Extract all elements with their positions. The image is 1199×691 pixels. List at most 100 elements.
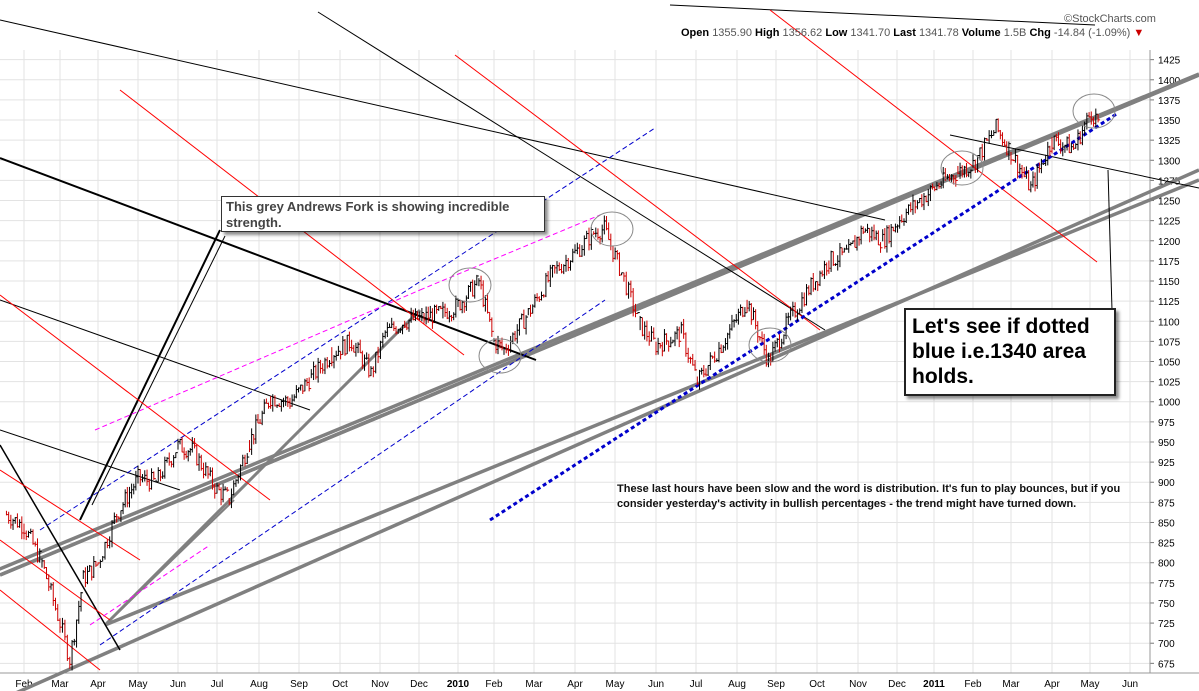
y-tick-label: 1375 (1158, 96, 1181, 107)
x-tick-label: Dec (410, 679, 428, 690)
highlight-circle (590, 211, 634, 247)
x-tick-label: Feb (485, 679, 503, 690)
low-value: 1341.70 (850, 27, 891, 39)
last-label: Last (893, 27, 916, 39)
x-tick-label: Aug (728, 679, 746, 690)
distribution-note: These last hours have been slow and the … (617, 483, 1121, 510)
x-tick-label: Jun (170, 679, 186, 690)
low-label: Low (825, 27, 848, 39)
y-tick-label: 850 (1158, 518, 1175, 529)
y-tick-label: 1000 (1158, 398, 1181, 409)
x-tick-label: Jun (648, 679, 664, 690)
grey-fork-lower-line (104, 178, 1199, 627)
x-tick-label: 2011 (923, 679, 945, 690)
red-parallel-line (0, 294, 271, 501)
open-value: 1355.90 (712, 27, 752, 39)
black-trendline (0, 429, 181, 491)
y-tick-label: 875 (1158, 498, 1175, 509)
red-parallel-line (454, 54, 821, 331)
y-tick-label: 1175 (1158, 257, 1180, 268)
y-tick-label: 750 (1158, 599, 1175, 610)
y-tick-label: 675 (1158, 659, 1175, 670)
callout-pointer (79, 229, 221, 521)
x-tick-label: Jul (690, 679, 703, 690)
y-tick-label: 1350 (1158, 116, 1181, 127)
x-tick-label: Oct (332, 679, 348, 690)
x-tick-label: Sep (767, 679, 785, 690)
red-parallel-line (0, 589, 101, 671)
highlight-circle (1072, 93, 1116, 129)
grey-fork-handle-line (104, 499, 235, 626)
blue-dashed-channel (39, 127, 656, 531)
black-trendline (949, 134, 1199, 189)
y-tick-label: 1200 (1158, 237, 1181, 248)
high-label: High (755, 27, 780, 39)
y-tick-label: 1250 (1158, 197, 1181, 208)
x-tick-label: Mar (1002, 679, 1020, 690)
grey-fork-upper-line (0, 72, 1199, 571)
volume-value: 1.5B (1003, 27, 1027, 39)
x-tick-label: Mar (525, 679, 543, 690)
magenta-dashed-line (89, 544, 211, 626)
x-tick-label: Apr (1044, 679, 1060, 690)
highlight-circle (748, 327, 792, 363)
x-tick-label: Jun (1122, 679, 1138, 690)
y-tick-label: 1050 (1158, 358, 1181, 369)
y-tick-label: 1075 (1158, 337, 1181, 348)
x-tick-label: Oct (809, 679, 825, 690)
red-parallel-line (0, 539, 111, 621)
y-tick-label: 1325 (1158, 136, 1181, 147)
x-tick-label: Apr (90, 679, 106, 690)
x-tick-label: Mar (51, 679, 69, 690)
x-tick-label: May (1081, 679, 1100, 690)
highlight-circle (478, 338, 522, 374)
highlight-circle (940, 150, 984, 186)
black-trendline (0, 444, 121, 651)
x-tick-label: Aug (250, 679, 268, 690)
chg-label: Chg (1029, 27, 1051, 39)
x-tick-label: Jul (211, 679, 224, 690)
x-tick-label: Feb (964, 679, 982, 690)
callout-pointer (1107, 169, 1113, 311)
highlight-circle (448, 267, 492, 303)
y-tick-label: 950 (1158, 438, 1175, 449)
x-tick-label: Sep (290, 679, 308, 690)
red-parallel-line (0, 469, 141, 561)
y-tick-label: 800 (1158, 559, 1175, 570)
open-label: Open (681, 27, 710, 39)
y-tick-label: 1400 (1158, 76, 1181, 87)
y-tick-label: 1225 (1158, 217, 1181, 228)
y-tick-label: 725 (1158, 619, 1175, 630)
y-tick-label: 900 (1158, 478, 1175, 489)
last-value: 1341.78 (918, 27, 959, 39)
y-tick-label: 1150 (1158, 277, 1180, 288)
x-tick-label: Nov (849, 679, 867, 690)
x-tick-label: Nov (371, 679, 389, 690)
callout-pointer (91, 235, 226, 506)
grey-fork-median-line (16, 168, 1199, 691)
x-tick-label: May (129, 679, 148, 690)
x-tick-label: Feb (15, 679, 33, 690)
y-tick-label: 1425 (1158, 56, 1181, 67)
magenta-dashed-line (419, 214, 601, 291)
y-tick-label: 925 (1158, 458, 1175, 469)
y-tick-label: 700 (1158, 639, 1175, 650)
y-tick-label: 825 (1158, 539, 1175, 550)
y-tick-label: 1125 (1158, 297, 1180, 308)
x-tick-label: Dec (888, 679, 906, 690)
x-tick-label: May (606, 679, 625, 690)
andrews-fork-callout: This grey Andrews Fork is showing incred… (221, 196, 545, 232)
blue-dashed-channel (99, 299, 606, 646)
black-trendline (0, 19, 886, 221)
stockcharts-brand: ©StockCharts.com (1064, 13, 1156, 25)
y-tick-label: 975 (1158, 418, 1175, 429)
black-trendline (317, 11, 826, 331)
black-trendline (0, 299, 311, 411)
high-value: 1356.62 (782, 27, 823, 39)
blue-dotted-support (489, 111, 1119, 522)
x-tick-label: 2010 (447, 679, 470, 690)
down-arrow-icon: ▼ (1133, 27, 1145, 39)
grey-fork-handle-line (103, 308, 422, 627)
ohlc-header: Open 1355.90 High 1356.62 Low 1341.70 La… (681, 27, 1144, 39)
